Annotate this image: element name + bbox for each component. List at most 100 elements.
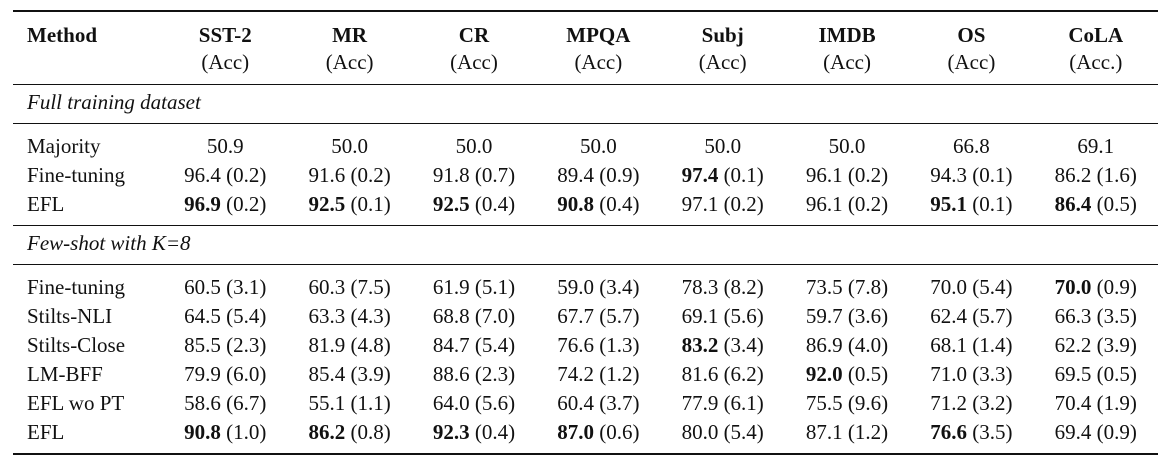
score-value: 71.0 (930, 362, 968, 386)
score-value: 96.4 (184, 163, 221, 187)
score-value: 79.9 (184, 362, 221, 386)
score-value: 97.1 (681, 192, 719, 216)
score-value: 84.7 (432, 333, 470, 357)
score-std: (5.1) (474, 275, 516, 299)
method-header: Method (13, 10, 164, 48)
score-cell: 71.0 (3.3) (909, 360, 1033, 389)
score-value: 76.6 (930, 420, 968, 444)
score-cell: 90.8 (1.0) (163, 418, 288, 455)
score-value: 69.5 (1054, 362, 1092, 386)
score-cell: 61.9 (5.1) (411, 264, 537, 302)
score-std: (5.4) (226, 304, 267, 328)
score-value: 58.6 (184, 391, 221, 415)
score-cell: 97.1 (0.2) (661, 190, 785, 226)
score-cell: 96.4 (0.2) (163, 161, 287, 190)
score-value: 92.5 (308, 192, 346, 216)
metric-header: (Acc) (574, 50, 623, 74)
score-cell: 81.6 (6.2) (661, 360, 785, 389)
score-cell: 60.5 (3.1) (163, 264, 288, 302)
score-std: (0.4) (599, 192, 640, 216)
score-std: (0.4) (474, 192, 516, 216)
score-value: 59.7 (805, 304, 843, 328)
score-cell: 69.1 (5.6) (661, 302, 785, 331)
score-value: 92.0 (805, 362, 843, 386)
score-cell: 92.5 (0.1) (287, 190, 411, 226)
method-name: Fine-tuning (27, 163, 125, 187)
score-std: (5.7) (599, 304, 640, 328)
score-value: 95.1 (930, 192, 968, 216)
table-row: Fine-tuning 60.5 (3.1) 60.3 (7.5) 61.9 (5.1… (13, 264, 1158, 302)
score-std: (3.6) (847, 304, 889, 328)
score-cell: 70.4 (1.9) (1034, 389, 1158, 418)
dataset-header: IMDB (784, 10, 910, 48)
score-std: (7.5) (350, 275, 391, 299)
score-std: (0.2) (226, 163, 267, 187)
score-cell: 86.9 (4.0) (785, 331, 909, 360)
score-value: 64.0 (432, 391, 470, 415)
metric-header-empty (13, 48, 163, 85)
score-std: (0.6) (599, 420, 640, 444)
score-value: 68.1 (930, 333, 968, 357)
score-std: (3.3) (972, 362, 1013, 386)
score-std: (1.9) (1096, 391, 1137, 415)
score-value: 88.6 (432, 362, 470, 386)
score-value: 67.7 (557, 304, 594, 328)
score-value: 64.5 (184, 304, 221, 328)
score-value: 92.5 (432, 192, 470, 216)
score-cell: 86.2 (0.8) (287, 418, 412, 455)
score-value: 63.3 (308, 304, 346, 328)
score-std: (0.1) (350, 192, 391, 216)
table-row: Majority 50.9 50.0 50.0 50.0 50.0 50.0 66.8 69.1 (13, 123, 1158, 161)
score-std: (7.0) (474, 304, 516, 328)
score-cell: 50.9 (163, 123, 288, 161)
score-std: (0.7) (474, 163, 516, 187)
score-value: 50.0 (704, 134, 742, 158)
score-value: 96.1 (805, 192, 843, 216)
score-std: (5.6) (474, 391, 516, 415)
score-value: 70.0 (1054, 275, 1092, 299)
score-std: (1.0) (226, 420, 267, 444)
score-value: 50.0 (579, 134, 617, 158)
score-std: (5.4) (474, 333, 516, 357)
method-name: Fine-tuning (13, 264, 164, 302)
score-value: 77.9 (681, 391, 719, 415)
score-cell: 95.1 (0.1) (909, 190, 1033, 226)
score-cell: 69.5 (0.5) (1034, 360, 1158, 389)
score-cell: 63.3 (4.3) (287, 302, 411, 331)
score-cell: 69.4 (0.9) (1033, 418, 1158, 455)
score-std: (0.5) (1096, 362, 1137, 386)
score-cell: 50.0 (411, 123, 537, 161)
score-std: (8.2) (723, 275, 764, 299)
score-cell: 97.4 (0.1) (661, 161, 785, 190)
score-std: (0.4) (474, 420, 516, 444)
score-std: (3.1) (226, 275, 267, 299)
score-cell: 92.5 (0.4) (412, 190, 536, 226)
header-row-metrics: (Acc) (Acc) (Acc) (Acc) (Acc) (Acc) (Acc… (13, 48, 1158, 85)
score-value: 66.8 (953, 134, 990, 158)
score-value: 60.5 (184, 275, 221, 299)
score-value: 94.3 (930, 163, 968, 187)
score-value: 50.0 (828, 134, 866, 158)
score-cell: 70.0 (5.4) (909, 264, 1034, 302)
score-value: 78.3 (681, 275, 719, 299)
score-value: 87.0 (557, 420, 594, 444)
score-value: 96.9 (184, 192, 221, 216)
score-std: (1.1) (350, 391, 391, 415)
table-row: LM-BFF 79.9 (6.0) 85.4 (3.9) 88.6 (2.3) 74.2… (13, 360, 1158, 389)
score-value: 97.4 (681, 163, 719, 187)
method-name: EFL (13, 418, 164, 455)
metric-header: (Acc) (325, 50, 374, 74)
score-std: (3.9) (350, 362, 391, 386)
method-name: LM-BFF (27, 362, 103, 386)
score-cell: 69.1 (1033, 123, 1158, 161)
score-cell: 75.5 (9.6) (785, 389, 909, 418)
score-std: (6.2) (723, 362, 764, 386)
score-std: (9.6) (847, 391, 889, 415)
results-table: Method SST-2 MR CR MPQA Subj IMDB OS CoL… (13, 10, 1158, 455)
score-value: 76.6 (557, 333, 594, 357)
score-std: (4.8) (350, 333, 391, 357)
score-cell: 55.1 (1.1) (287, 389, 411, 418)
score-std: (0.8) (350, 420, 391, 444)
score-cell: 59.7 (3.6) (785, 302, 909, 331)
score-cell: 60.4 (3.7) (536, 389, 660, 418)
